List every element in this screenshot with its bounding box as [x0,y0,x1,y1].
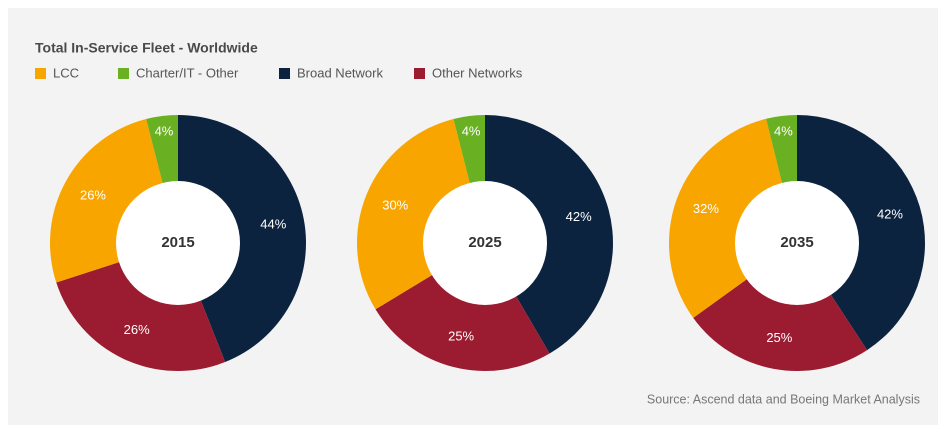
donut-hole [116,181,240,305]
data-label: 25% [766,330,792,345]
data-label: 4% [462,123,481,138]
legend-swatch [279,68,290,79]
center-label: 2025 [468,234,501,251]
center-label: 2035 [780,234,813,251]
data-label: 32% [693,201,719,216]
source: Source: Ascend data and Boeing Market An… [647,392,920,406]
donut-hole [423,181,547,305]
legend-swatch [35,68,46,79]
data-label: 4% [774,123,793,138]
data-label: 26% [80,188,106,203]
slice [669,118,797,318]
legend-label: LCC [53,65,79,80]
legend-swatch [414,68,425,79]
donut-hole [735,181,859,305]
data-label: 30% [382,198,408,213]
legend-label: Other Networks [432,65,523,80]
data-label: 44% [260,216,286,231]
legend-label: Broad Network [297,65,383,80]
legend-label: Charter/IT - Other [136,65,239,80]
slice [178,115,306,363]
slice [375,243,550,371]
slice [693,243,868,371]
data-label: 42% [566,209,592,224]
data-label: 26% [124,322,150,337]
data-label: 25% [448,328,474,343]
data-label: 4% [155,123,174,138]
data-label: 42% [877,207,903,222]
chart-title: Total In-Service Fleet - Worldwide [35,40,258,56]
legend-swatch [118,68,129,79]
center-label: 2015 [161,234,194,251]
